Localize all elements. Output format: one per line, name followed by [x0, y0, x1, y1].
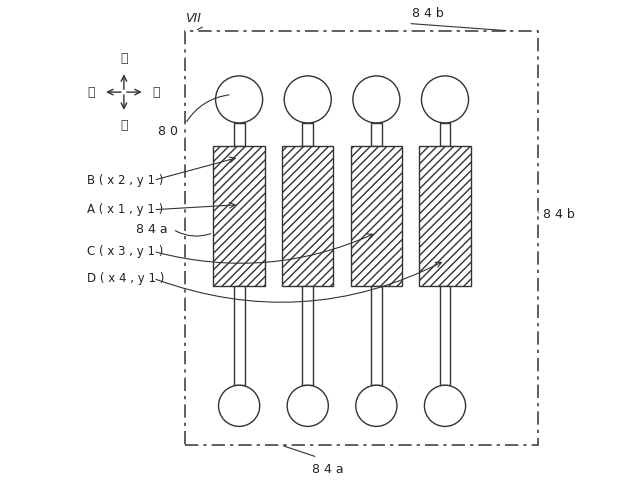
Text: 8 0: 8 0: [158, 125, 178, 138]
Text: C ( x 3 , y 1 ): C ( x 3 , y 1 ): [87, 245, 163, 258]
Circle shape: [218, 385, 260, 426]
Text: A ( x 1 , y 1 ): A ( x 1 , y 1 ): [87, 203, 163, 216]
Circle shape: [284, 76, 332, 123]
Circle shape: [356, 385, 397, 426]
Bar: [371, 286, 382, 385]
Circle shape: [287, 385, 328, 426]
Bar: [213, 146, 265, 286]
Bar: [234, 286, 244, 385]
Bar: [302, 123, 313, 146]
Text: 8 4 a: 8 4 a: [136, 223, 168, 236]
Bar: [440, 286, 451, 385]
Text: 後: 後: [120, 52, 127, 65]
Circle shape: [216, 76, 262, 123]
Text: 前: 前: [120, 119, 127, 132]
Bar: [440, 123, 451, 146]
Bar: [351, 146, 402, 286]
Text: 右: 右: [152, 86, 160, 99]
Circle shape: [422, 76, 468, 123]
Text: 8 4 b: 8 4 b: [412, 7, 444, 20]
Circle shape: [424, 385, 465, 426]
Text: 左: 左: [88, 86, 95, 99]
Bar: [302, 286, 313, 385]
Bar: [185, 31, 538, 445]
Bar: [282, 146, 333, 286]
Circle shape: [353, 76, 400, 123]
Text: 8 4 a: 8 4 a: [312, 463, 343, 476]
Bar: [371, 123, 382, 146]
Bar: [234, 123, 244, 146]
Text: B ( x 2 , y 1 ): B ( x 2 , y 1 ): [87, 174, 163, 187]
Bar: [419, 146, 471, 286]
Text: 8 4 b: 8 4 b: [543, 208, 575, 221]
Text: D ( x 4 , y 1 ): D ( x 4 , y 1 ): [87, 272, 164, 285]
Text: VII: VII: [185, 12, 201, 25]
